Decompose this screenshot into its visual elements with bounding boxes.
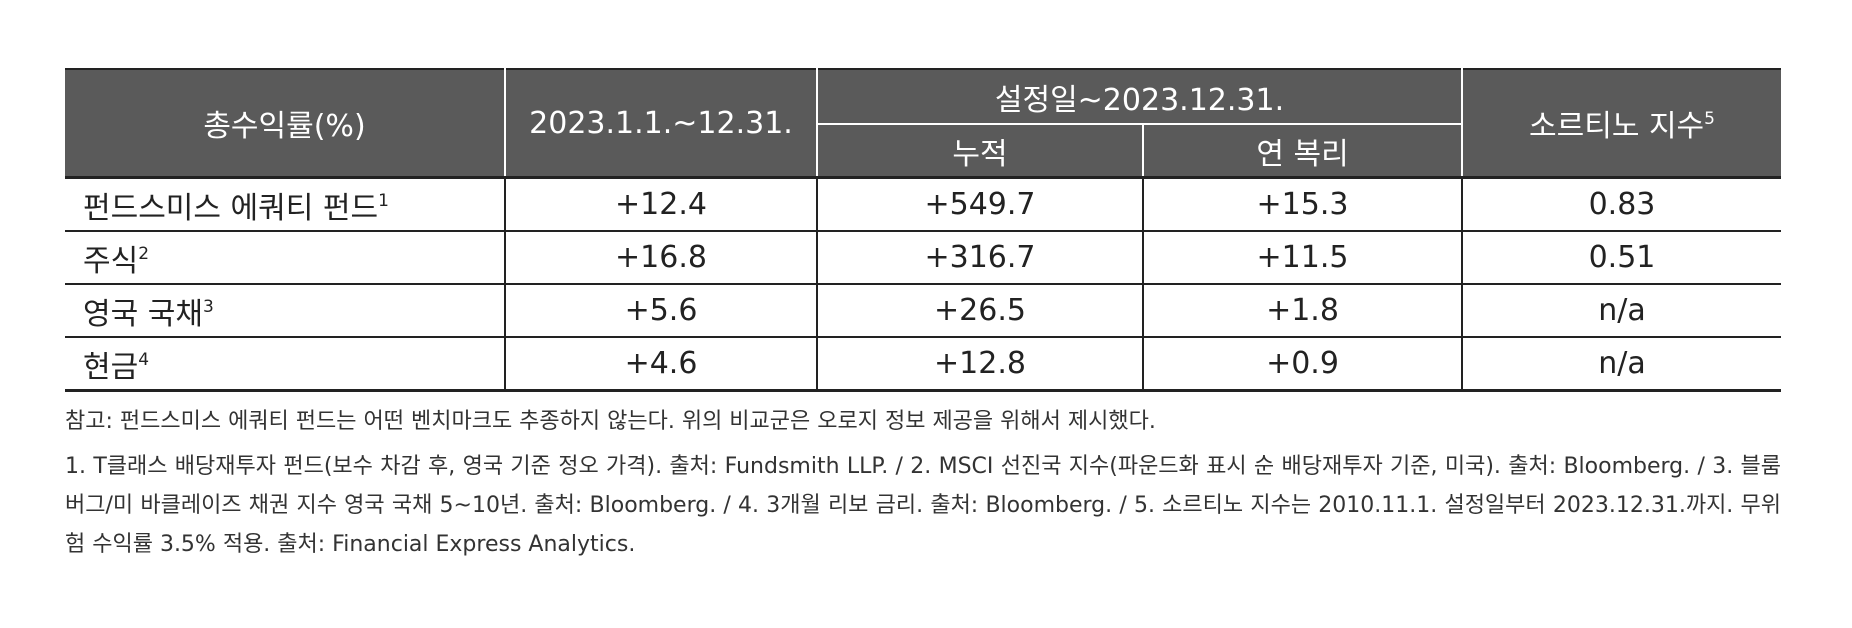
content: 총수익률(%) 2023.1.1.~12.31. 설정일~2023.12.31.… (65, 68, 1781, 570)
footnote-mark: 1 (378, 190, 389, 211)
row-label-cell: 영국 국채3 (65, 284, 505, 338)
value-cell: +316.7 (816, 231, 1143, 285)
value-cell: 0.51 (1461, 231, 1781, 285)
row-label-cell: 주식2 (65, 231, 505, 285)
value-cell: +12.4 (504, 176, 817, 232)
notes: 참고: 펀드스미스 에쿼티 펀드는 어떤 벤치마크도 추종하지 않는다. 위의 … (65, 402, 1781, 564)
row-label-cell: 펀드스미스 에쿼티 펀드1 (65, 176, 505, 232)
value-cell: +15.3 (1142, 176, 1462, 232)
value-cell: +4.6 (504, 337, 817, 392)
header-cell: 총수익률(%) (65, 68, 506, 178)
value-cell: +12.8 (816, 337, 1143, 392)
table-row: 현금4 +4.6 +12.8 +0.9 n/a (65, 337, 1781, 392)
row-label-cell: 현금4 (65, 337, 505, 392)
value-cell: +16.8 (504, 231, 817, 285)
footnote-mark: 3 (202, 296, 214, 317)
footnotes: 1. T클래스 배당재투자 펀드(보수 차감 후, 영국 기준 정오 가격). … (65, 454, 1781, 557)
header-cell: 누적 (816, 124, 1144, 178)
value-cell: +11.5 (1142, 231, 1462, 285)
header-cell: 2023.1.1.~12.31. (504, 68, 818, 178)
header-cell: 연 복리 (1142, 124, 1463, 178)
value-cell: +0.9 (1142, 337, 1462, 392)
header-text: 소르티노 지수 (1529, 109, 1705, 144)
value-cell: n/a (1461, 284, 1781, 338)
value-cell: n/a (1461, 337, 1781, 392)
header-cell: 소르티노 지수5 (1461, 68, 1781, 178)
value-cell: +549.7 (816, 176, 1143, 232)
row-label: 영국 국채 (83, 296, 203, 332)
footnote-mark: 2 (138, 243, 150, 264)
table-row: 펀드스미스 에쿼티 펀드1 +12.4 +549.7 +15.3 0.83 (65, 176, 1781, 232)
row-label: 현금 (83, 349, 139, 385)
table-row: 주식2 +16.8 +316.7 +11.5 0.51 (65, 231, 1781, 285)
remark: 참고: 펀드스미스 에쿼티 펀드는 어떤 벤치마크도 추종하지 않는다. 위의 … (65, 409, 1156, 434)
value-cell: +26.5 (816, 284, 1143, 338)
row-label: 주식 (83, 243, 139, 279)
returns-table: 총수익률(%) 2023.1.1.~12.31. 설정일~2023.12.31.… (65, 68, 1781, 392)
header-cell: 설정일~2023.12.31. (816, 68, 1463, 125)
table-body: 펀드스미스 에쿼티 펀드1 +12.4 +549.7 +15.3 0.83 주식2 +16.… (65, 176, 1781, 392)
footnote-mark: 5 (1704, 109, 1715, 129)
value-cell: +1.8 (1142, 284, 1462, 338)
table-row: 영국 국채3 +5.6 +26.5 +1.8 n/a (65, 284, 1781, 338)
value-cell: +5.6 (504, 284, 817, 338)
row-label: 펀드스미스 에쿼티 펀드 (83, 190, 379, 226)
value-cell: 0.83 (1461, 176, 1781, 232)
footnote-mark: 4 (138, 349, 150, 370)
